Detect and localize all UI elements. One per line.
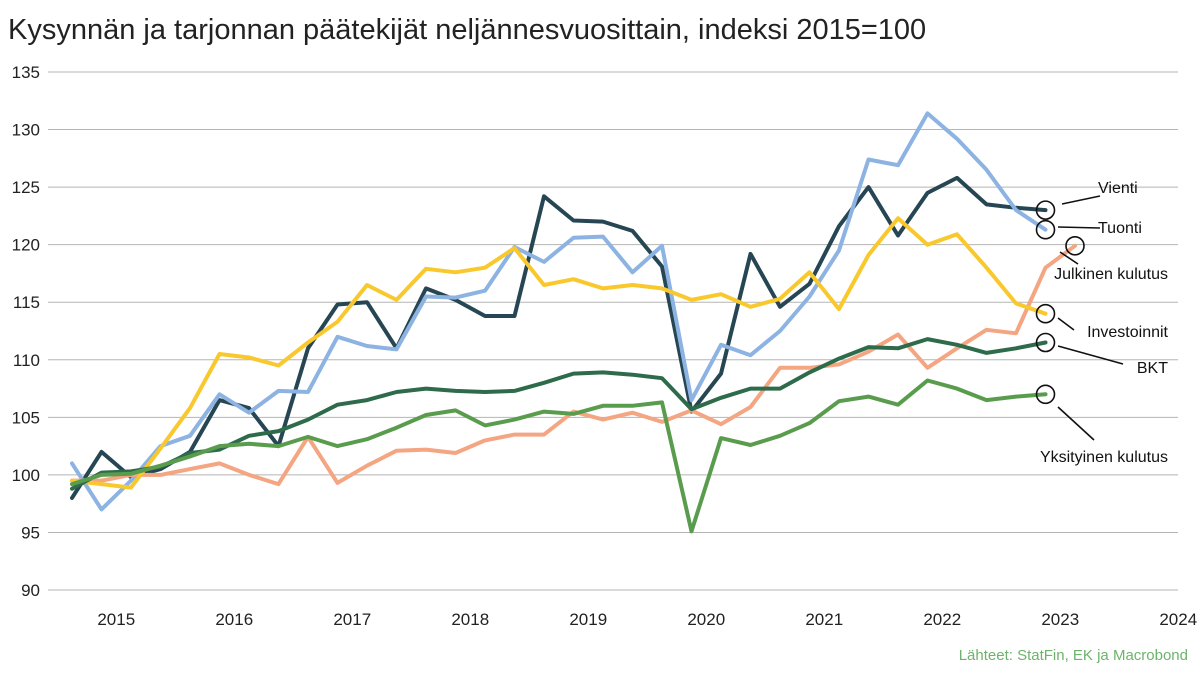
end-marker-yksityinen-kulutus: [1035, 384, 1056, 405]
y-tick-label: 105: [12, 408, 40, 427]
end-marker-bkt: [1035, 332, 1056, 353]
end-label-tuonti: Tuonti: [1098, 220, 1142, 237]
end-marker-vienti: [1035, 200, 1056, 220]
y-tick-label: 135: [12, 63, 40, 82]
y-tick-label: 120: [12, 236, 40, 255]
y-tick-label: 125: [12, 178, 40, 197]
end-label-bkt: BKT: [1137, 360, 1168, 377]
leader-line-investoinnit: [1057, 317, 1075, 331]
x-tick-label: 2021: [805, 610, 843, 629]
end-label-vienti: Vienti: [1098, 180, 1138, 197]
leader-line-vienti: [1061, 195, 1101, 205]
y-tick-label: 110: [13, 351, 40, 370]
y-axis-ticks: 90 95 100 105 110 115 120 125 130 135: [12, 63, 40, 600]
series-lines: [70, 111, 1077, 534]
x-tick-label: 2022: [923, 610, 961, 629]
x-tick-label: 2019: [569, 610, 607, 629]
y-tick-label: 115: [13, 293, 40, 312]
x-tick-label: 2016: [215, 610, 253, 629]
series-line-bkt: [70, 337, 1048, 491]
chart-title: Kysynnän ja tarjonnan päätekijät neljänn…: [8, 14, 926, 46]
series-line-investoinnit: [70, 216, 1048, 490]
x-axis-ticks: 2015 2016 2017 2018 2019 2020 2021 2022 2023 2024: [97, 610, 1197, 629]
source-note: Lähteet: StatFin, EK ja Macrobond: [959, 647, 1188, 664]
leader-line-bkt: [1057, 345, 1124, 365]
leader-line-yksityinen-kulutus: [1057, 406, 1095, 441]
x-tick-label: 2023: [1041, 610, 1079, 629]
leader-line-tuonti: [1057, 226, 1101, 229]
end-marker-tuonti: [1035, 219, 1056, 240]
x-tick-label: 2020: [687, 610, 725, 629]
x-tick-label: 2018: [451, 610, 489, 629]
end-label-yksityinen-kulutus: Yksityinen kulutus: [1040, 449, 1168, 466]
y-tick-label: 95: [21, 523, 40, 542]
end-marker-investoinnit: [1035, 303, 1056, 324]
y-tick-label: 130: [12, 121, 40, 140]
x-tick-label: 2015: [97, 610, 135, 629]
x-tick-label: 2017: [333, 610, 371, 629]
end-marker-julkinen-kulutus: [1065, 236, 1085, 256]
x-tick-label: 2024: [1159, 610, 1197, 629]
series-line-yksityinen-kulutus: [70, 378, 1048, 534]
series-line-tuonti: [70, 111, 1048, 512]
grid: [48, 71, 1178, 591]
end-label-julkinen-kulutus: Julkinen kulutus: [1054, 266, 1168, 283]
end-labels: Vienti Tuonti Julkinen kulutus Investoinnit…: [1035, 180, 1169, 466]
leader-line-julkinen-kulutus: [1059, 251, 1079, 265]
y-tick-label: 90: [21, 581, 40, 600]
y-tick-label: 100: [12, 466, 40, 485]
end-label-investoinnit: Investoinnit: [1087, 324, 1168, 341]
